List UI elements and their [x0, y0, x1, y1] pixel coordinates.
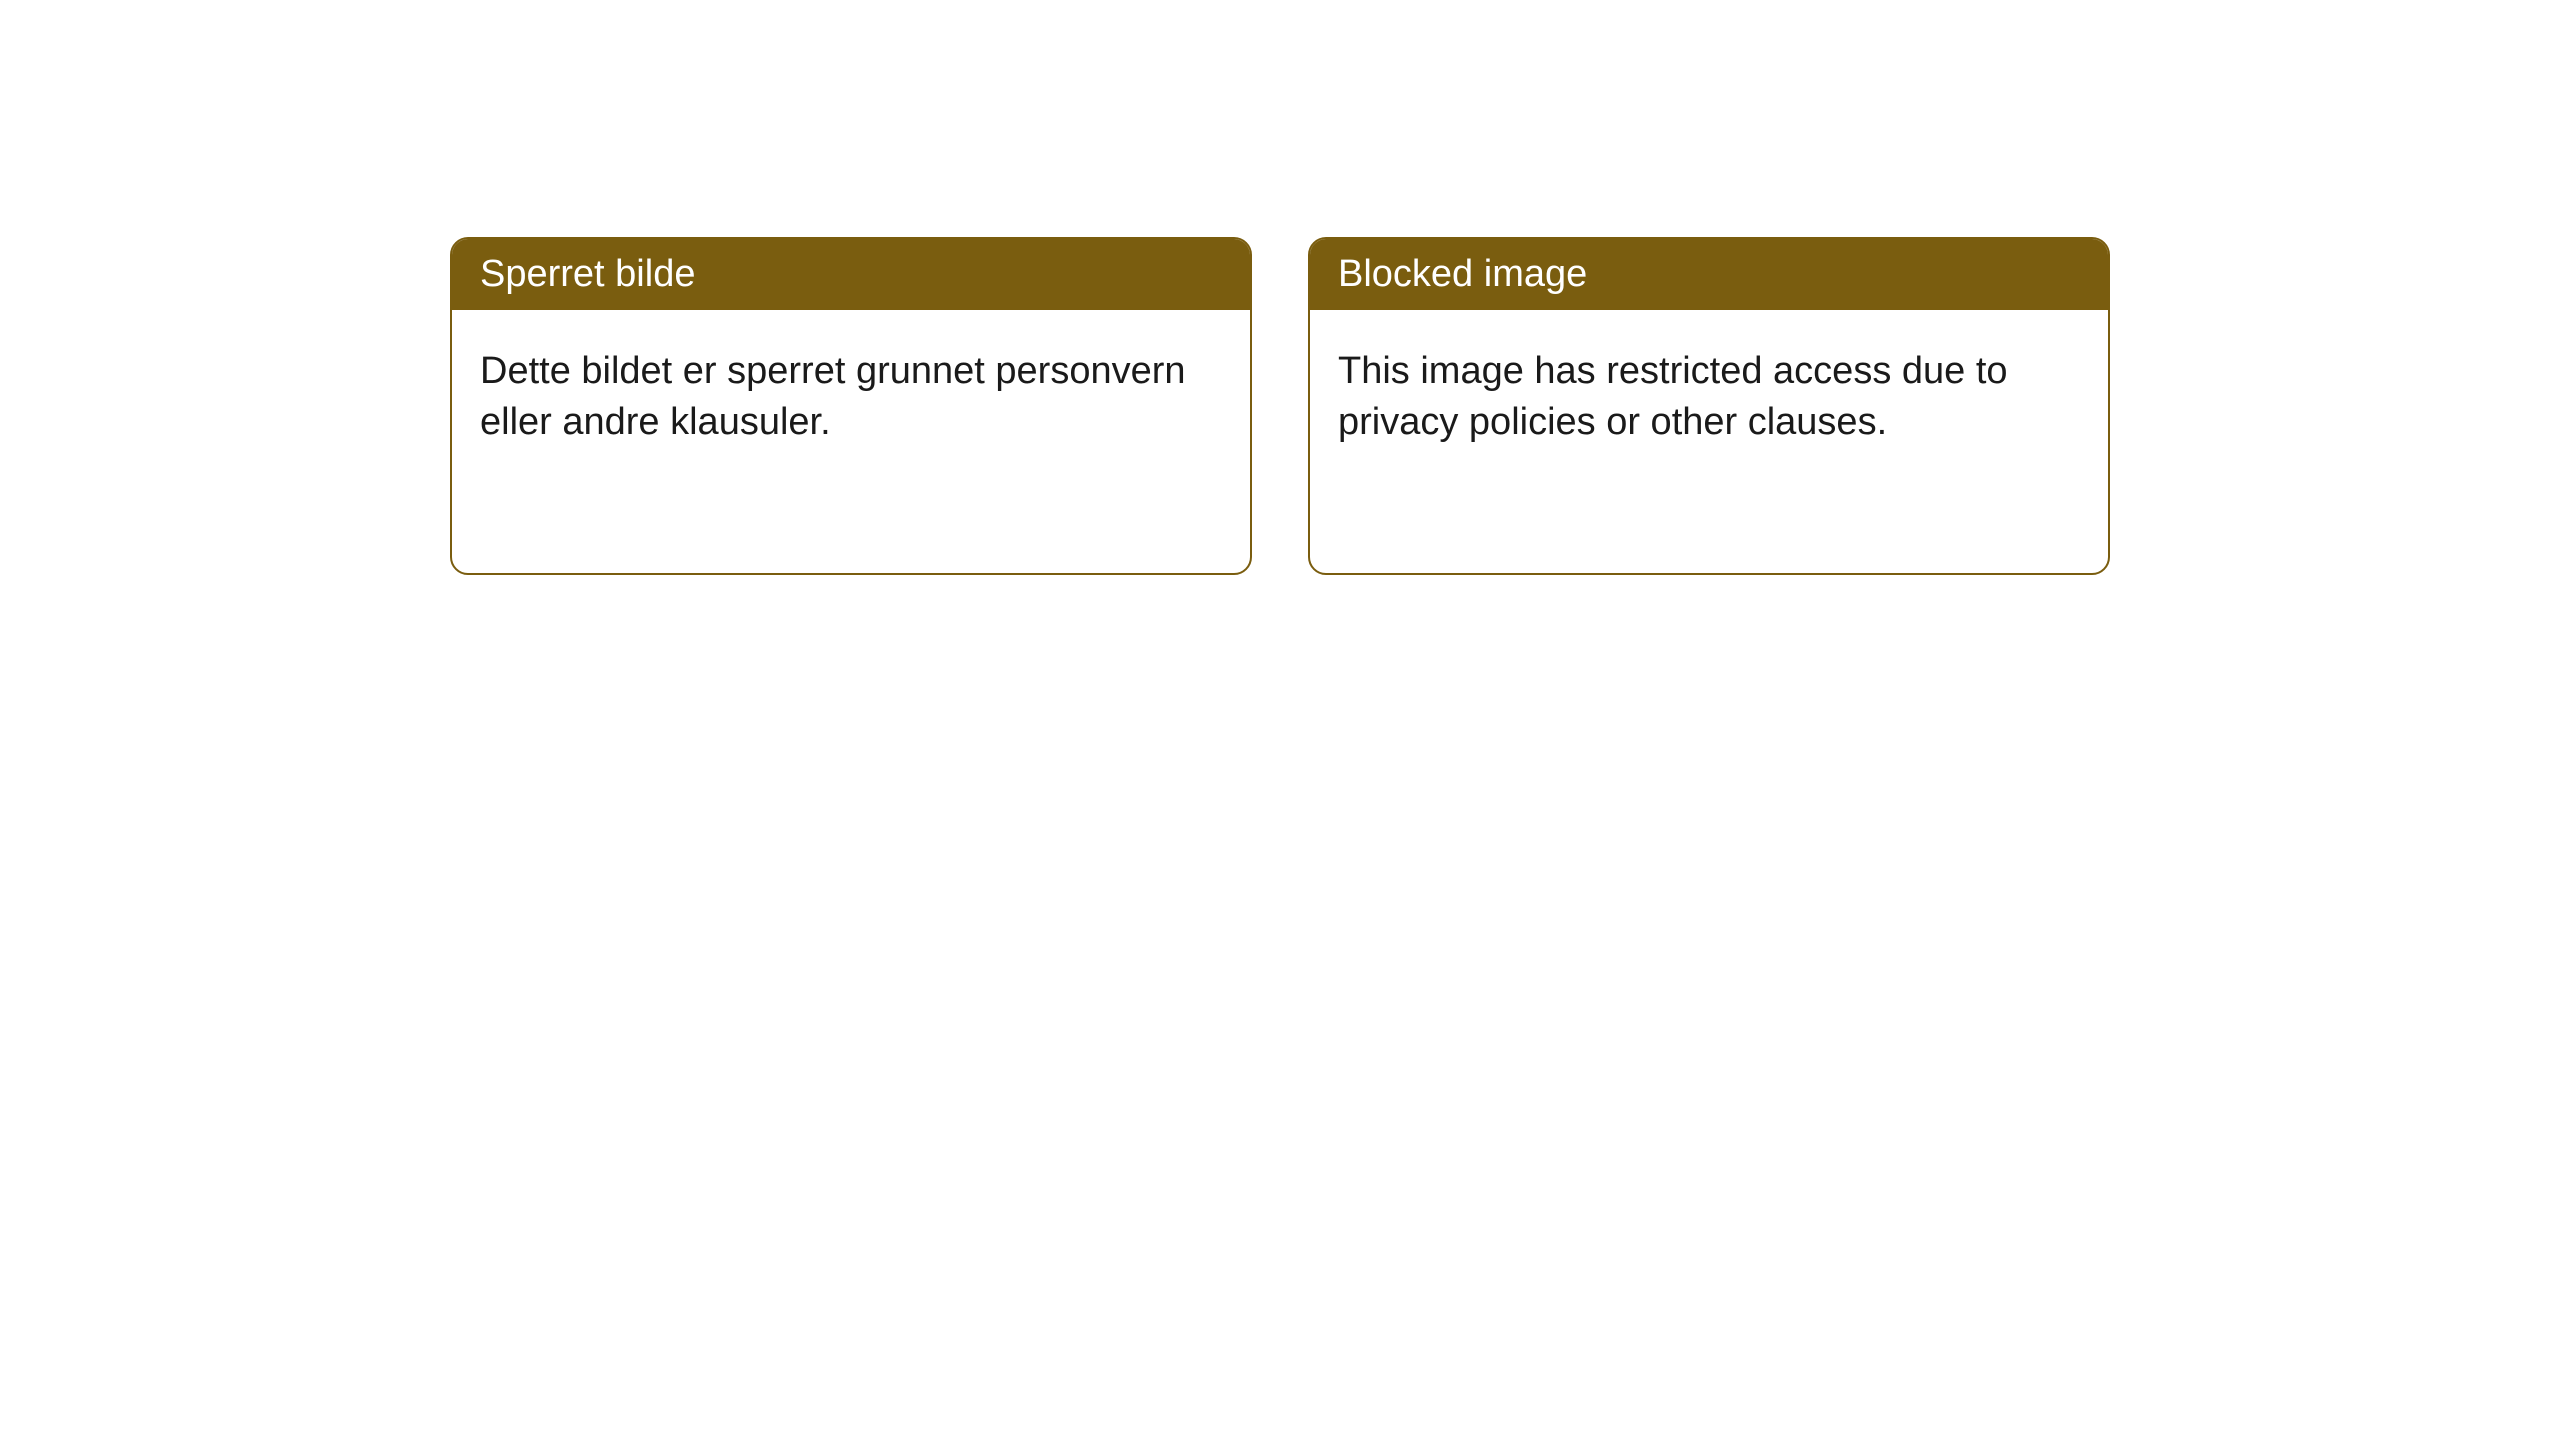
card-text-norwegian: Dette bildet er sperret grunnet personve… — [480, 350, 1186, 443]
notice-container: Sperret bilde Dette bildet er sperret gr… — [450, 237, 2110, 575]
card-header-norwegian: Sperret bilde — [452, 239, 1250, 310]
card-header-english: Blocked image — [1310, 239, 2108, 310]
notice-card-english: Blocked image This image has restricted … — [1308, 237, 2110, 575]
card-title-english: Blocked image — [1338, 253, 1587, 295]
card-text-english: This image has restricted access due to … — [1338, 350, 2008, 443]
card-body-english: This image has restricted access due to … — [1310, 310, 2108, 485]
notice-card-norwegian: Sperret bilde Dette bildet er sperret gr… — [450, 237, 1252, 575]
card-title-norwegian: Sperret bilde — [480, 253, 695, 295]
card-body-norwegian: Dette bildet er sperret grunnet personve… — [452, 310, 1250, 485]
